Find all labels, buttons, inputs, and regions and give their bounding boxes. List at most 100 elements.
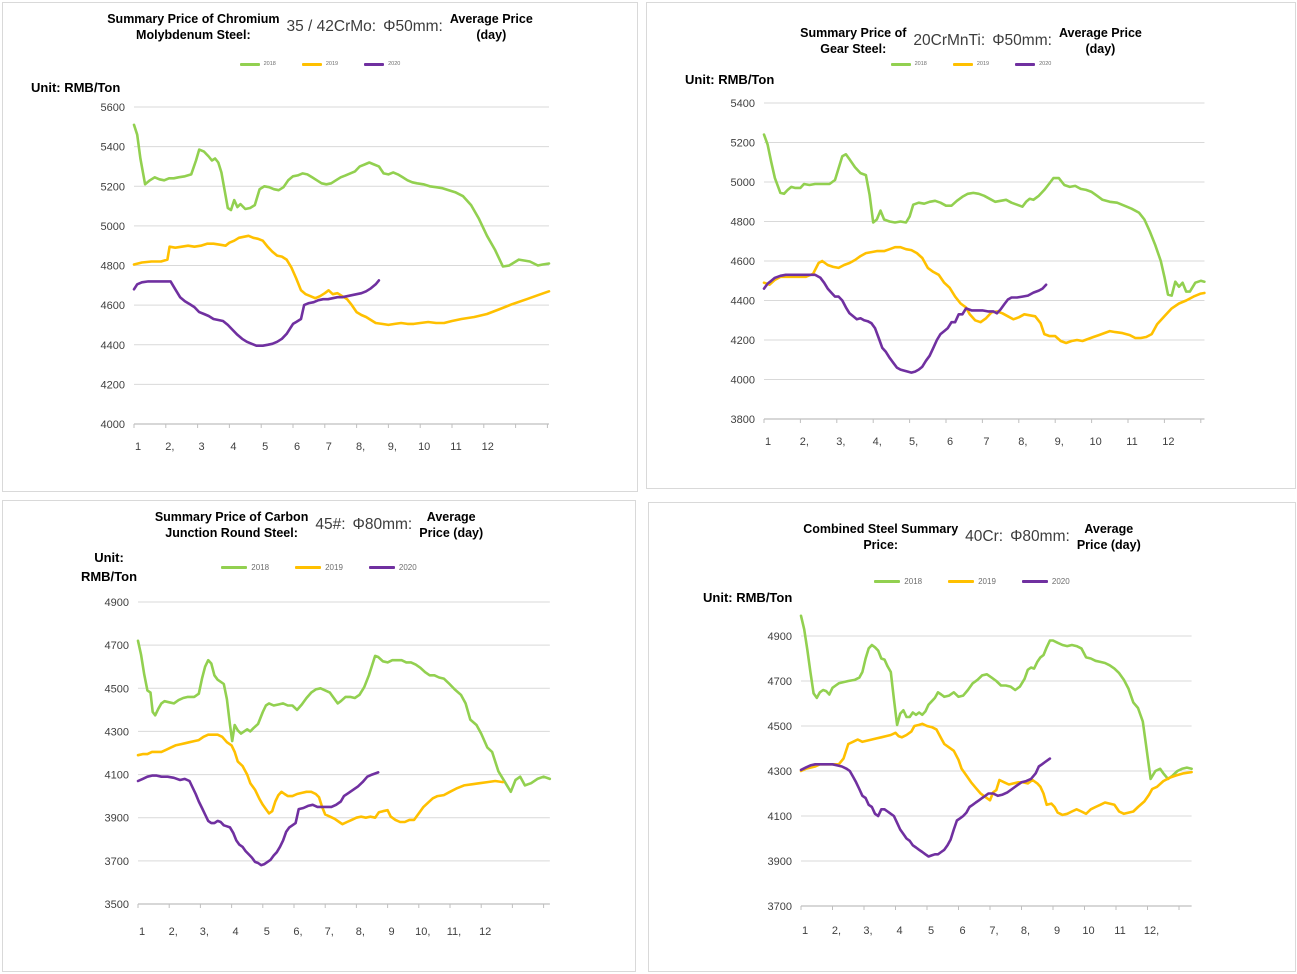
- svg-text:4000: 4000: [731, 375, 755, 387]
- legend-item-2020: 2020: [364, 61, 400, 67]
- svg-text:4600: 4600: [731, 256, 755, 268]
- svg-text:3,: 3,: [863, 925, 872, 937]
- svg-text:8,: 8,: [356, 441, 365, 453]
- line-chart: 4900 4700 4500 4300 4100 3900 3700 3500 1 2, 3, 4 5 6…: [105, 597, 552, 938]
- svg-text:5600: 5600: [101, 102, 125, 114]
- svg-text:5,: 5,: [909, 436, 918, 448]
- svg-text:4200: 4200: [101, 379, 125, 391]
- svg-text:5000: 5000: [101, 221, 125, 233]
- svg-text:11: 11: [1114, 925, 1125, 937]
- unit-label: Unit: RMB/Ton: [31, 80, 121, 95]
- svg-text:4400: 4400: [101, 340, 125, 352]
- line-chart: 5400 5200 5000 4800 4600 4400 4200 4000 3800 1 2, 3…: [731, 98, 1206, 448]
- svg-text:5000: 5000: [731, 177, 755, 189]
- svg-text:9: 9: [389, 926, 395, 938]
- svg-text:12,: 12,: [1144, 925, 1159, 937]
- legend-label: 2018: [263, 61, 276, 67]
- svg-text:12: 12: [479, 926, 491, 938]
- legend-label: 2020: [388, 61, 401, 67]
- svg-text:5: 5: [928, 925, 934, 937]
- svg-text:1: 1: [765, 436, 771, 448]
- svg-text:4000: 4000: [101, 419, 125, 431]
- legend-item-2019: 2019: [301, 61, 339, 67]
- svg-text:2,: 2,: [169, 926, 178, 938]
- legend-swatch: [239, 62, 260, 66]
- svg-text:4300: 4300: [105, 726, 129, 738]
- svg-text:4800: 4800: [101, 261, 125, 273]
- svg-text:2,: 2,: [832, 925, 841, 937]
- legend-label: 2019: [978, 577, 996, 586]
- svg-text:1: 1: [135, 441, 141, 453]
- legend-swatch: [364, 62, 385, 66]
- svg-text:2,: 2,: [800, 436, 809, 448]
- svg-text:9: 9: [1054, 925, 1060, 937]
- chart-panel-gear-steel: Summary Price of Gear Steel: 20CrMnTi: Φ5…: [646, 2, 1296, 489]
- line-chart: 5600 5400 5200 5000 4800 4600 4400 4200 4000 1 2, 3…: [101, 102, 551, 453]
- svg-text:11: 11: [450, 441, 461, 453]
- legend-swatch: [221, 566, 248, 569]
- legend-label: 2020: [398, 563, 417, 572]
- svg-text:4200: 4200: [731, 335, 755, 347]
- svg-text:3: 3: [199, 441, 205, 453]
- legend-swatch: [1021, 580, 1048, 583]
- svg-text:4500: 4500: [768, 721, 792, 733]
- unit-label: Unit: RMB/Ton: [685, 72, 775, 87]
- legend-item-2020: 2020: [1015, 61, 1051, 67]
- svg-text:2,: 2,: [165, 441, 174, 453]
- legend-label: 2018: [251, 563, 270, 572]
- svg-text:6,: 6,: [293, 926, 302, 938]
- chart-panel-combined-steel: Combined Steel Summary Price: 40Cr: Φ80mm…: [648, 502, 1296, 972]
- legend-item-2018: 2018: [890, 61, 927, 67]
- svg-text:3,: 3,: [836, 436, 845, 448]
- legend-item-2019: 2019: [295, 563, 343, 572]
- svg-text:6: 6: [959, 925, 965, 937]
- legend-label: 2019: [325, 61, 339, 67]
- svg-text:4900: 4900: [768, 631, 792, 643]
- svg-text:5200: 5200: [731, 138, 755, 150]
- svg-text:5400: 5400: [731, 98, 755, 110]
- svg-text:5: 5: [264, 926, 270, 938]
- chart-panel-carbon-round-steel: Summary Price of Carbon Junction Round St…: [2, 500, 636, 972]
- svg-text:9,: 9,: [1055, 436, 1064, 448]
- legend-item-2020: 2020: [368, 563, 417, 572]
- legend-swatch: [890, 62, 911, 66]
- svg-text:8,: 8,: [356, 926, 365, 938]
- svg-text:4,: 4,: [873, 436, 882, 448]
- legend-swatch: [1015, 62, 1036, 66]
- svg-text:4700: 4700: [768, 676, 792, 688]
- legend-label: 2020: [1051, 577, 1070, 586]
- svg-text:4400: 4400: [731, 296, 755, 308]
- svg-text:4: 4: [230, 441, 236, 453]
- legend-item-2018: 2018: [874, 577, 922, 586]
- legend-item-2019: 2019: [948, 577, 996, 586]
- svg-text:11: 11: [1126, 436, 1137, 448]
- svg-text:5200: 5200: [101, 181, 125, 193]
- svg-text:9,: 9,: [388, 441, 397, 453]
- legend-swatch: [368, 566, 395, 569]
- svg-text:5400: 5400: [101, 142, 125, 154]
- svg-text:3500: 3500: [105, 899, 129, 911]
- svg-text:7,: 7,: [325, 926, 334, 938]
- legend-label: 2019: [325, 563, 343, 572]
- svg-text:4300: 4300: [768, 766, 792, 778]
- legend-item-2020: 2020: [1021, 577, 1070, 586]
- legend: 2018 2019 2020: [647, 61, 1295, 67]
- legend-swatch: [301, 62, 322, 66]
- unit-label: Unit: RMB/Ton: [703, 590, 793, 605]
- svg-text:8,: 8,: [1018, 436, 1027, 448]
- legend-label: 2018: [914, 61, 927, 67]
- svg-text:3700: 3700: [768, 901, 792, 913]
- svg-text:12: 12: [1162, 436, 1174, 448]
- legend-item-2019: 2019: [952, 61, 989, 67]
- legend-swatch: [295, 566, 322, 569]
- svg-text:4500: 4500: [105, 683, 129, 695]
- svg-text:3900: 3900: [768, 856, 792, 868]
- legend: 2018 2019 2020: [649, 577, 1295, 586]
- legend: 2018 2019 2020: [3, 563, 635, 572]
- svg-text:4700: 4700: [105, 640, 129, 652]
- svg-text:12: 12: [482, 441, 494, 453]
- legend-item-2018: 2018: [221, 563, 269, 572]
- svg-text:7,: 7,: [989, 925, 998, 937]
